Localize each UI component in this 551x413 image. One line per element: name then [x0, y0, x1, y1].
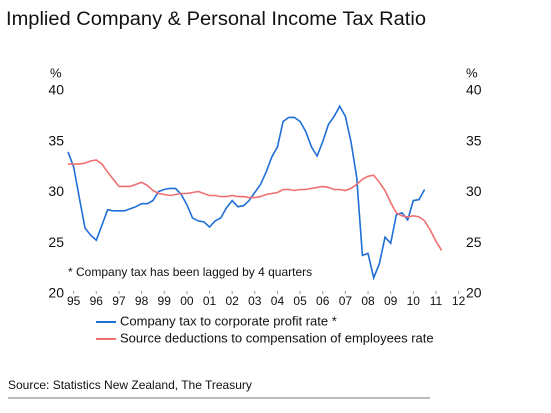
- x-tick-label: 97: [112, 294, 126, 308]
- x-tick-label: 06: [316, 294, 330, 308]
- x-tick-label: 09: [384, 294, 398, 308]
- x-tick-label: 05: [293, 294, 307, 308]
- y-tick-label: 35: [48, 132, 64, 148]
- x-tick-label: 07: [339, 294, 353, 308]
- y-tick-label: 30: [48, 183, 64, 199]
- y-tick-label: 25: [48, 234, 64, 250]
- x-tick-label: 02: [225, 294, 239, 308]
- y-axis-label: %: [50, 65, 62, 80]
- x-tick-label: 12: [452, 294, 466, 308]
- x-tick-label: 01: [203, 294, 217, 308]
- x-tick-label: 08: [361, 294, 375, 308]
- y-tick-label: 40: [48, 82, 64, 98]
- y-tick-label: 20: [48, 285, 64, 301]
- y2-tick-label: 25: [466, 234, 482, 250]
- x-tick-label: 98: [135, 294, 149, 308]
- series-line: [68, 159, 443, 251]
- y2-axis-label: %: [466, 65, 478, 80]
- y2-tick-label: 20: [466, 285, 482, 301]
- legend-label: Source deductions to compensation of emp…: [120, 330, 434, 345]
- annotation: * Company tax has been lagged by 4 quart…: [68, 265, 312, 279]
- x-tick-label: 96: [90, 294, 104, 308]
- y2-tick-label: 40: [466, 82, 482, 98]
- y2-tick-label: 30: [466, 183, 482, 199]
- x-tick-label: 03: [248, 294, 262, 308]
- x-tick-label: 04: [271, 294, 285, 308]
- series-line: [67, 104, 426, 281]
- x-tick-label: 10: [407, 294, 421, 308]
- chart-title: Implied Company & Personal Income Tax Ra…: [6, 9, 426, 30]
- legend-label: Company tax to corporate profit rate *: [120, 313, 337, 328]
- x-tick-label: 11: [430, 294, 443, 308]
- x-tick-label: 99: [158, 294, 172, 308]
- x-tick-label: 95: [67, 294, 81, 308]
- source: Source: Statistics New Zealand, The Trea…: [8, 378, 252, 392]
- x-tick-label: 00: [180, 294, 194, 308]
- y2-tick-label: 35: [466, 132, 482, 148]
